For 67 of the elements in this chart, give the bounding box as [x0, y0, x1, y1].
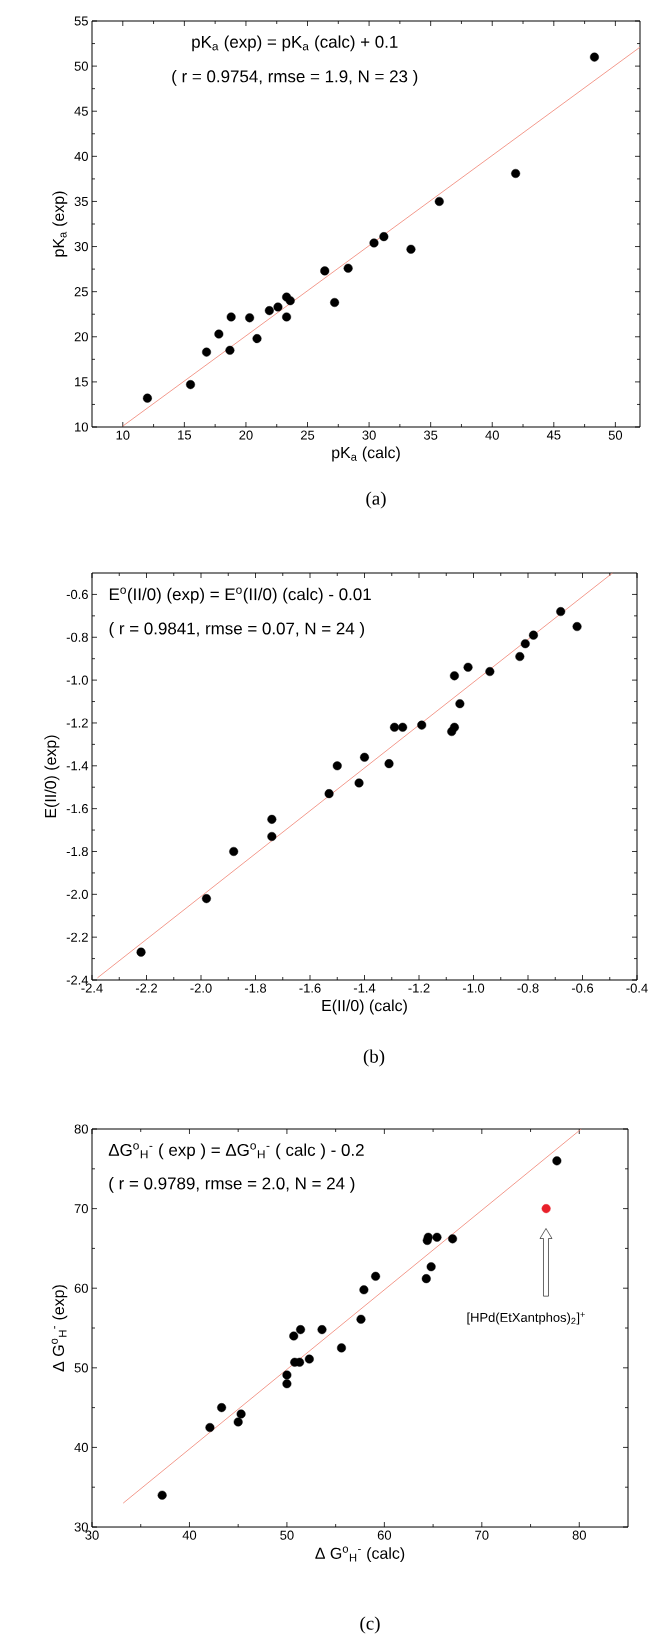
- annotation: pK$_{a}$ (exp) = pK$_{a}$ (calc) + 0.1: [192, 35, 398, 52]
- y-tick-label: 60: [74, 1283, 88, 1293]
- y-tick-label: -2.2: [66, 932, 88, 942]
- y-tick-label: 70: [74, 1204, 88, 1214]
- x-axis-title: E(II/0) (calc): [322, 999, 407, 1015]
- x-tick-label: -0.6: [571, 983, 594, 993]
- annotation: ( r = 0.9754, rmse = 1.9, N = 23 ): [172, 69, 418, 86]
- y-axis-title: pK$_{a}$ (exp): [52, 191, 68, 257]
- y-tick-label: -1.6: [66, 804, 88, 814]
- y-tick-label: 40: [74, 151, 88, 161]
- y-tick-label: 50: [74, 1363, 88, 1373]
- x-tick-label: -0.4: [626, 983, 648, 993]
- y-tick-label: -0.6: [66, 589, 88, 600]
- y-tick-label: 30: [74, 241, 88, 252]
- x-tick-label: 60: [377, 1530, 392, 1540]
- annotation: ( r = 0.9841, rmse = 0.07, N = 24 ): [109, 622, 365, 638]
- x-tick-label: -1.4: [353, 983, 376, 993]
- y-tick-label: 30: [74, 1522, 88, 1532]
- y-tick-label: -1.0: [66, 675, 88, 685]
- text: (c): [360, 1616, 380, 1634]
- x-tick-label: 30: [85, 1530, 99, 1540]
- x-tick-label: -1.8: [244, 983, 267, 993]
- y-tick-label: 35: [74, 196, 88, 207]
- y-tick-label: -2.0: [66, 889, 88, 899]
- x-tick-label: 70: [475, 1530, 489, 1540]
- y-tick-label: -0.8: [66, 632, 88, 642]
- y-tick-label: 15: [75, 377, 88, 387]
- annotation: ( r = 0.9789, rmse = 2.0, N = 24 ): [109, 1176, 355, 1193]
- y-axis-title: Δ G$^{o}$H$^{-}$ (exp): [51, 1285, 68, 1372]
- x-tick-label: 35: [423, 430, 438, 440]
- x-tick-label: 50: [280, 1530, 294, 1540]
- x-axis-title: Δ G$^{o}$H$^{-}$ (calc): [315, 1546, 405, 1563]
- x-tick-label: 15: [178, 430, 192, 440]
- x-tick-label: -2.2: [135, 983, 157, 993]
- x-tick-label: -1.0: [462, 983, 485, 993]
- y-tick-label: -1.8: [66, 846, 88, 857]
- x-tick-label: 20: [239, 430, 253, 440]
- y-tick-label: -2.4: [66, 975, 89, 985]
- annotation: [HPd(EtXantphos)$_{2}$]$^{+}$: [467, 1312, 585, 1325]
- x-tick-label: 30: [362, 430, 376, 440]
- annotation: E$^{o}$(II/0) (exp) = E$^{o}$(II/0) (calc) - 0.01: [109, 587, 371, 604]
- x-tick-label: -2.0: [190, 983, 212, 993]
- text: (b): [363, 1049, 385, 1067]
- y-tick-label: 40: [74, 1442, 88, 1452]
- x-tick-label: 50: [608, 430, 623, 440]
- y-axis-title: E(II/0) (exp): [44, 735, 60, 818]
- x-tick-label: 40: [485, 430, 499, 440]
- x-axis-title: pK$_{a}$ (calc): [332, 446, 400, 462]
- x-tick-label: -0.8: [517, 983, 539, 993]
- y-tick-label: 45: [74, 106, 88, 116]
- text: ΔG$^{o}$H$^{-}$ ( exp ) = ΔG$^{o}$H$^{-}$ ( calc ) - 0.2: [108, 1143, 364, 1160]
- x-tick-label: 25: [300, 430, 315, 440]
- x-tick-label: 80: [572, 1530, 586, 1540]
- x-tick-label: -1.6: [299, 983, 321, 993]
- x-tick-label: 40: [182, 1530, 197, 1540]
- x-tick-label: -1.2: [408, 983, 430, 993]
- y-tick-label: 80: [74, 1124, 88, 1134]
- x-tick-label: 10: [116, 430, 130, 440]
- text: (a): [366, 491, 386, 509]
- y-tick-label: 25: [74, 287, 88, 297]
- y-tick-label: -1.2: [66, 718, 88, 728]
- y-tick-label: 55: [74, 16, 88, 26]
- x-tick-label: 45: [546, 430, 561, 440]
- y-tick-label: 20: [74, 332, 88, 342]
- y-tick-label: -1.4: [66, 761, 89, 771]
- y-tick-label: 50: [74, 61, 88, 71]
- y-tick-label: 10: [75, 422, 88, 432]
